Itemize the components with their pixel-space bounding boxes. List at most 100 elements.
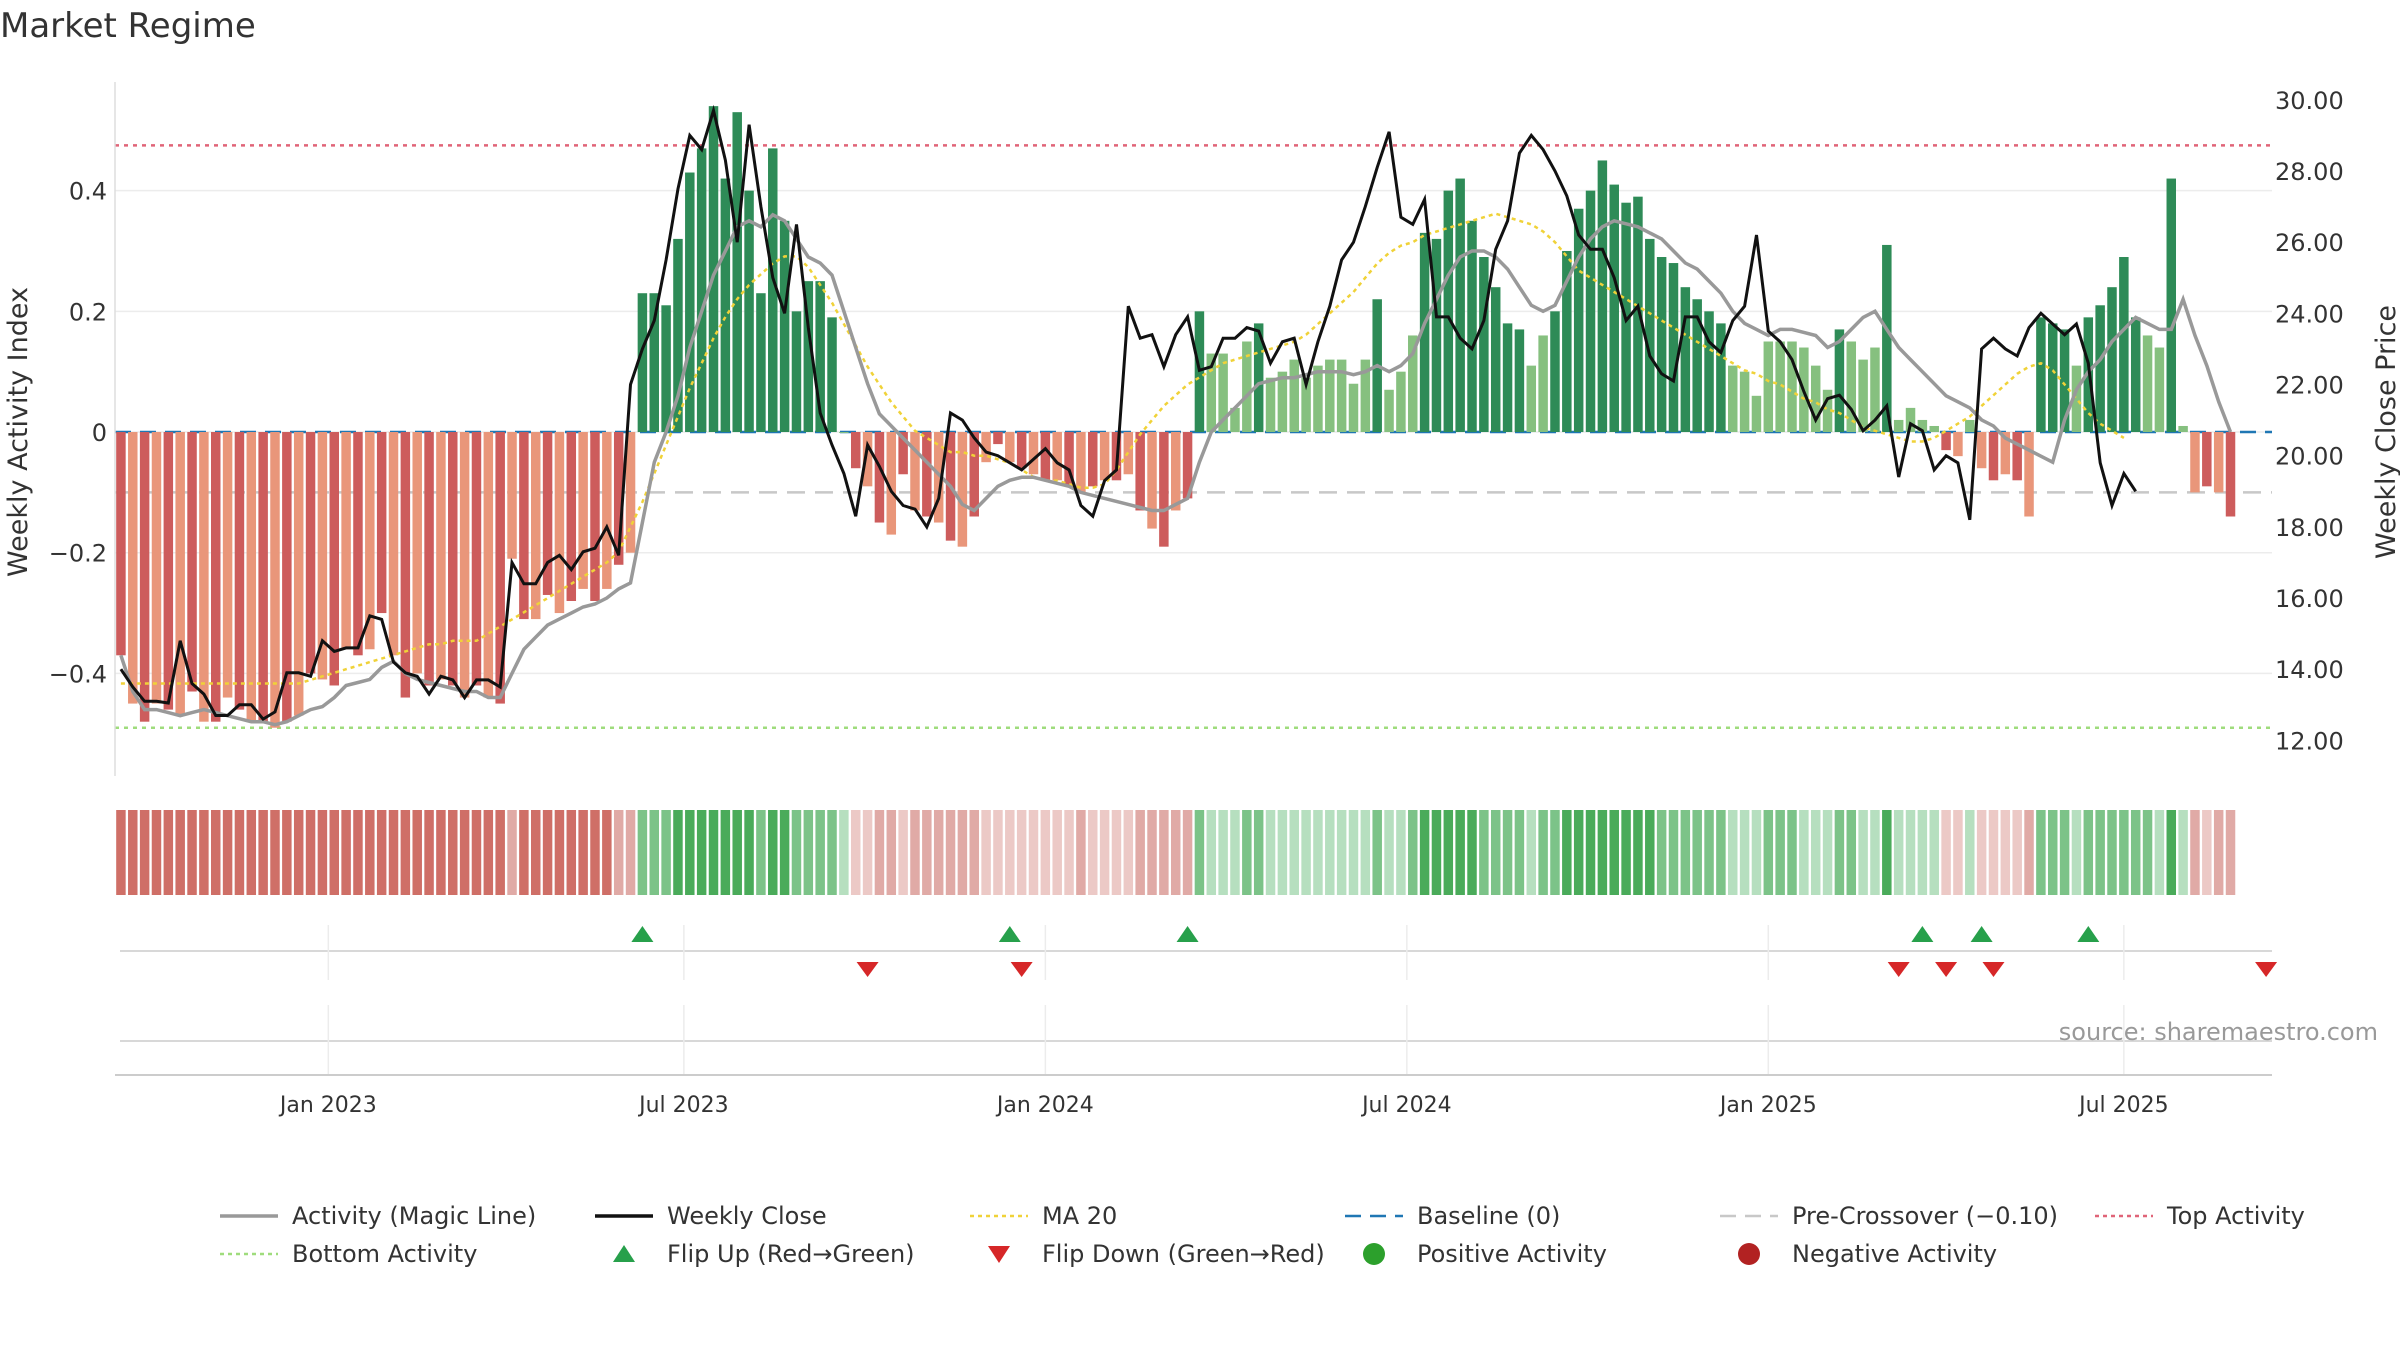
regime-strip-cell (353, 810, 363, 895)
activity-bar (578, 432, 588, 589)
legend-item-flip_up: Flip Up (Red→Green) (613, 1240, 915, 1268)
regime-strip-cell (1965, 810, 1975, 895)
regime-strip-cell (1573, 810, 1584, 895)
regime-strip-cell (1455, 810, 1465, 895)
activity-bar (1313, 365, 1323, 433)
regime-strip-cell (1028, 810, 1039, 895)
legend-label: MA 20 (1042, 1202, 1117, 1230)
regime-strip-cell (1384, 810, 1394, 895)
activity-bar (768, 148, 778, 433)
x-tick-label: Jan 2023 (278, 1093, 377, 1118)
regime-strip-cell (187, 810, 197, 895)
activity-bar (661, 305, 671, 433)
regime-strip-cell (945, 810, 956, 895)
regime-strip-cell (1277, 810, 1288, 895)
regime-strip-cell (1490, 810, 1501, 895)
regime-strip-cell (329, 810, 339, 895)
y-tick-label: 0.4 (69, 178, 107, 206)
legend-label: Pre-Crossover (−0.10) (1792, 1202, 2058, 1230)
activity-bar (1597, 160, 1608, 433)
activity-bar (2048, 323, 2058, 433)
activity-bar (270, 432, 280, 728)
activity-bar (1822, 389, 1833, 433)
activity-bar (1336, 359, 1347, 433)
activity-bar (1147, 432, 1157, 529)
y2-tick-label: 14.00 (2275, 656, 2344, 684)
activity-bar (1064, 432, 1074, 487)
activity-magic-line (119, 212, 2233, 727)
y-tick-label: −0.2 (49, 540, 107, 568)
activity-bar (590, 432, 600, 601)
regime-strip-cell (1396, 810, 1406, 895)
regime-strip-cell (1550, 810, 1560, 895)
regime-strip-cell (922, 810, 932, 895)
activity-bar (1953, 432, 1963, 457)
regime-strip-cell (199, 810, 209, 895)
regime-strip-cell (1609, 810, 1619, 895)
regime-strip-cell (1265, 810, 1276, 895)
y2-tick-label: 28.00 (2275, 158, 2344, 186)
activity-bar (483, 432, 494, 698)
activity-bar (2071, 365, 2082, 433)
activity-bar (839, 432, 849, 434)
activity-bar (1028, 432, 1039, 475)
flip-up-marker (1911, 926, 1934, 942)
legend-dot-icon (1363, 1243, 1385, 1265)
regime-strip-cell (661, 810, 671, 895)
axes: 0.4 0.2 0 −0.2 −0.4 30.00 28.00 26.00 24.00 22.00… (49, 82, 2344, 1118)
legend-item-baseline: Baseline (0) (1345, 1202, 1560, 1230)
regime-strip-cell (2036, 810, 2046, 895)
activity-bar (1870, 347, 1880, 433)
activity-bar (981, 432, 991, 463)
regime-strip-cell (1680, 810, 1691, 895)
regime-strip-cell (1822, 810, 1833, 895)
activity-bar (1514, 329, 1525, 433)
regime-strip-cell (2024, 810, 2034, 895)
regime-strip-cell (1810, 810, 1821, 895)
regime-strip-cell (1502, 810, 1513, 895)
activity-bar (530, 432, 541, 620)
legend-label: Activity (Magic Line) (292, 1202, 536, 1230)
regime-strip-cell (1123, 810, 1134, 895)
activity-bar (1253, 323, 1264, 433)
regime-strip-cell (2130, 810, 2141, 895)
activity-bar (933, 432, 944, 523)
regime-strip-cell (1739, 810, 1750, 895)
activity-bar (637, 293, 648, 433)
activity-bar (1170, 432, 1181, 511)
activity-bar (1396, 371, 1406, 433)
regime-strip-cell (1230, 810, 1240, 895)
regime-strip-cell (1976, 810, 1987, 895)
activity-bar (2012, 432, 2022, 481)
activity-bar (1277, 371, 1288, 433)
regime-strip-cell (578, 810, 588, 895)
x-tick-label: Jan 2024 (995, 1093, 1094, 1118)
regime-strip-cell (1301, 810, 1311, 895)
activity-bar (1538, 335, 1548, 433)
activity-bar (1834, 329, 1845, 433)
activity-bar (222, 432, 233, 698)
regime-strip-cell (139, 810, 150, 895)
regime-strip-cell (412, 810, 422, 895)
activity-bar (1052, 432, 1062, 481)
legend-item-activity: Activity (Magic Line) (220, 1202, 536, 1230)
regime-strip-cell (2083, 810, 2094, 895)
legend-item-top: Top Activity (2095, 1202, 2305, 1230)
activity-bar (1882, 244, 1892, 433)
x-tick-label: Jul 2023 (637, 1093, 729, 1118)
activity-bar (1467, 220, 1477, 433)
activity-bar (139, 432, 150, 722)
activity-bar (791, 311, 802, 433)
activity-bar (1479, 257, 1489, 433)
activity-bar (519, 432, 529, 620)
regime-strip-cell (1088, 810, 1098, 895)
regime-strip-cell (1372, 810, 1382, 895)
regime-strip-cell (1170, 810, 1181, 895)
regime-strip-cell (1325, 810, 1335, 895)
activity-bar (2024, 432, 2034, 517)
regime-strip-cell (625, 810, 636, 895)
activity-bar (128, 432, 138, 704)
regime-strip-cell (933, 810, 944, 895)
activity-bar (1810, 365, 1821, 433)
flip-down-marker (1982, 962, 2005, 977)
